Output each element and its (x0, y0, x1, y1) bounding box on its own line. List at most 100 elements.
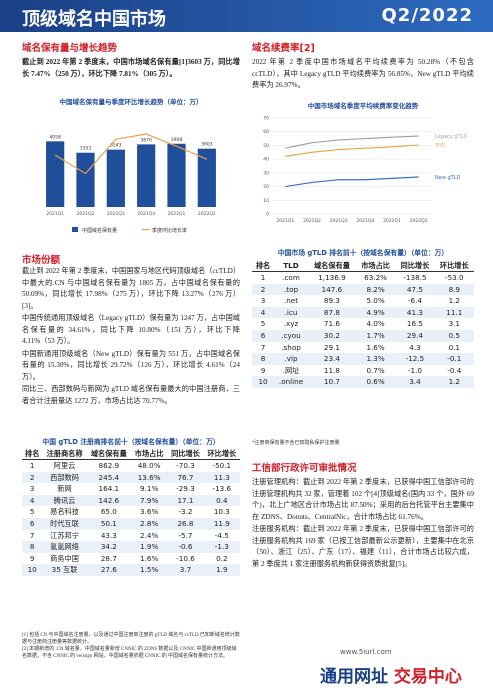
table-cell: 10 (252, 376, 275, 388)
table-cell: 50.1 (86, 517, 131, 530)
table-cell: 7.9% (130, 494, 168, 507)
table-cell: .com (282, 273, 300, 282)
table-cell: 1,136.9 (318, 273, 346, 282)
table-cell: 147.6 (307, 283, 356, 296)
table-cell: 8 (22, 541, 43, 553)
table-cell: .xyz (283, 319, 299, 329)
x-tick-label: 2021Q4 (137, 211, 155, 217)
table-cell: 3.1 (448, 319, 461, 329)
table-cell: 1.3% (355, 353, 396, 365)
footnote: [2] 本期新增的 .CN 域名量，中国域名量新增 CNNIC 的 ZDNS 数… (22, 647, 237, 659)
paragraph: 中国传统通用顶级域名（Legacy gTLD）保有量为 1247 万，占中国域名… (22, 314, 240, 345)
section-title: 域名续费率[2] (252, 43, 315, 54)
chart: 中国市场域名季度平均续费率变化趋势 0 10 20 30 40 50 60 70 Legacy g… (263, 101, 467, 224)
table-row: 3 .net 89.3 5.0% -6.4 1.2 (252, 295, 474, 307)
legend-label: New gTLD (435, 175, 461, 181)
table-row: 6 .cyou 30.2 1.7% 29.4 0.5 (252, 329, 474, 342)
table-cell: .网址 (282, 365, 300, 375)
table-cell: -53.0 (445, 273, 464, 282)
table-title: 中国 gTLD 注册商排名前十（按域名保有量）（单位：万） (42, 438, 220, 446)
table-cell: 11.8 (323, 365, 340, 375)
section-title: 市场份额 (22, 255, 61, 266)
table-cell: 4 (252, 306, 275, 319)
x-tick-label: 2021Q2 (303, 218, 321, 224)
x-tick-label: 2022Q2 (198, 211, 216, 217)
table-row: 8 .vip 23.4 1.3% -12.5 -0.1 (252, 353, 474, 365)
x-tick-label: 2021Q4 (356, 218, 374, 224)
data-label: 3870 (140, 137, 152, 143)
y-tick-label: 50 (263, 143, 269, 149)
table-cell: 1.7% (355, 329, 396, 342)
column-header: 域名保有量 (307, 260, 356, 272)
table-cell: 易名科技 (50, 507, 79, 517)
table-cell: 11.1 (434, 306, 474, 319)
y-tick-label: 30 (263, 170, 269, 176)
table-cell: 8 (252, 353, 275, 365)
table-cell: 4.3 (409, 342, 421, 352)
header-title: 顶级域名中国市场 (22, 9, 166, 30)
table-cell: 4 (22, 494, 43, 507)
chart-title: 中国域名保有量与季度环比增长趋势（单位：万） (60, 97, 203, 106)
table-cell: 1.2 (448, 296, 461, 306)
x-tick-label: 2021Q3 (107, 211, 125, 217)
column-header: 域名保有量 (86, 448, 131, 460)
table-cell: 6 (252, 329, 275, 342)
line (285, 144, 419, 157)
table-cell: .shop (281, 342, 301, 352)
y-tick-label: 20 (263, 184, 269, 190)
column-header: 排名 (252, 260, 275, 272)
section-title: 工信部行政许可审批情况 (252, 463, 357, 474)
table-cell: -70.3 (176, 461, 195, 470)
table-cell: 0.4 (203, 494, 240, 507)
table-cell: -5.7 (178, 530, 193, 540)
paragraphs: 注册管理机构：截止到 2022 年第 2 季度末，已获得中国工信部许可的注册管理… (252, 477, 474, 571)
logo-text: 通用网址 (320, 667, 388, 687)
table-cell: .top (274, 283, 308, 296)
table-cell: -50.1 (212, 461, 232, 470)
table-row: 1 阿里云 862.9 48.0% -70.3 -50.1 (22, 460, 240, 472)
table-title: 中国市场 gTLD 排名前十（按域名保有量）（单位：万） (277, 249, 449, 257)
table-cell: 9 (260, 365, 266, 375)
line (285, 135, 419, 149)
x-tick-label: 2021Q1 (46, 211, 64, 217)
table-cell: 1.6% (140, 553, 159, 563)
table-cell: 商务中国 (50, 553, 79, 563)
table-cell: 5.0% (366, 296, 385, 306)
table-row: 10 .online 10.7 0.6% 3.4 1.2 (252, 376, 474, 388)
table-row: 4 .icu 87.8 4.9% 41.3 11.1 (252, 306, 474, 319)
table-cell: 1.6% (366, 342, 385, 352)
table-cell: -0.1 (434, 353, 474, 365)
table-cell: -29.3 (176, 484, 195, 494)
table-row: 2 .top 147.6 8.2% 47.5 8.9 (252, 283, 474, 296)
table-cell: 5 (29, 507, 35, 517)
table-cell: 164.1 (98, 484, 120, 494)
table-cell: 28.7 (100, 553, 117, 563)
table-cell: 48.0% (137, 461, 161, 470)
table-row: 9 商务中国 28.7 1.6% -10.6 0.2 (22, 553, 240, 565)
table-cell: 时代互联 (42, 517, 87, 530)
table-wrap: 排名 TLD 域名保有量 市场占比 同比增长 环比增长 1 .com 1,136.9 63.2% -… (252, 260, 474, 388)
table-cell: 23.4 (307, 353, 356, 365)
bar (76, 152, 95, 207)
table-cell: 氪氪网络 (42, 541, 87, 553)
table-cell: 76.7 (167, 471, 204, 484)
table-cell: 34.2 (86, 541, 131, 553)
table-cell: 1.9 (203, 564, 240, 576)
table-cell: 3.6% (140, 507, 159, 517)
footer-url: www.5iurl.com (340, 648, 392, 656)
y-tick-label: 60 (263, 129, 269, 135)
column-header: 环比增长 (203, 448, 240, 460)
table-cell: 13.6% (130, 471, 168, 484)
x-tick-label: 2022Q1 (383, 218, 401, 224)
table-cell: 245.4 (86, 471, 131, 484)
x-tick-label: 2022Q2 (410, 218, 428, 224)
legend-label: 中国域名保有量 (82, 227, 117, 234)
table-cell: .cyou (274, 329, 308, 342)
data-label: 3353 (80, 146, 92, 152)
bar (137, 144, 156, 207)
paragraph: 2022 年第 2 季度中国市场域名平均续费率为 50.28%（不包含 ccTL… (252, 58, 474, 89)
table-cell: 10.7 (307, 376, 356, 388)
table-row: 5 .xyz 71.6 4.0% 16.5 3.1 (252, 318, 474, 330)
table-row: 6 时代互联 50.1 2.8% 26.8 11.9 (22, 517, 240, 530)
table-cell: 9 (29, 553, 35, 563)
